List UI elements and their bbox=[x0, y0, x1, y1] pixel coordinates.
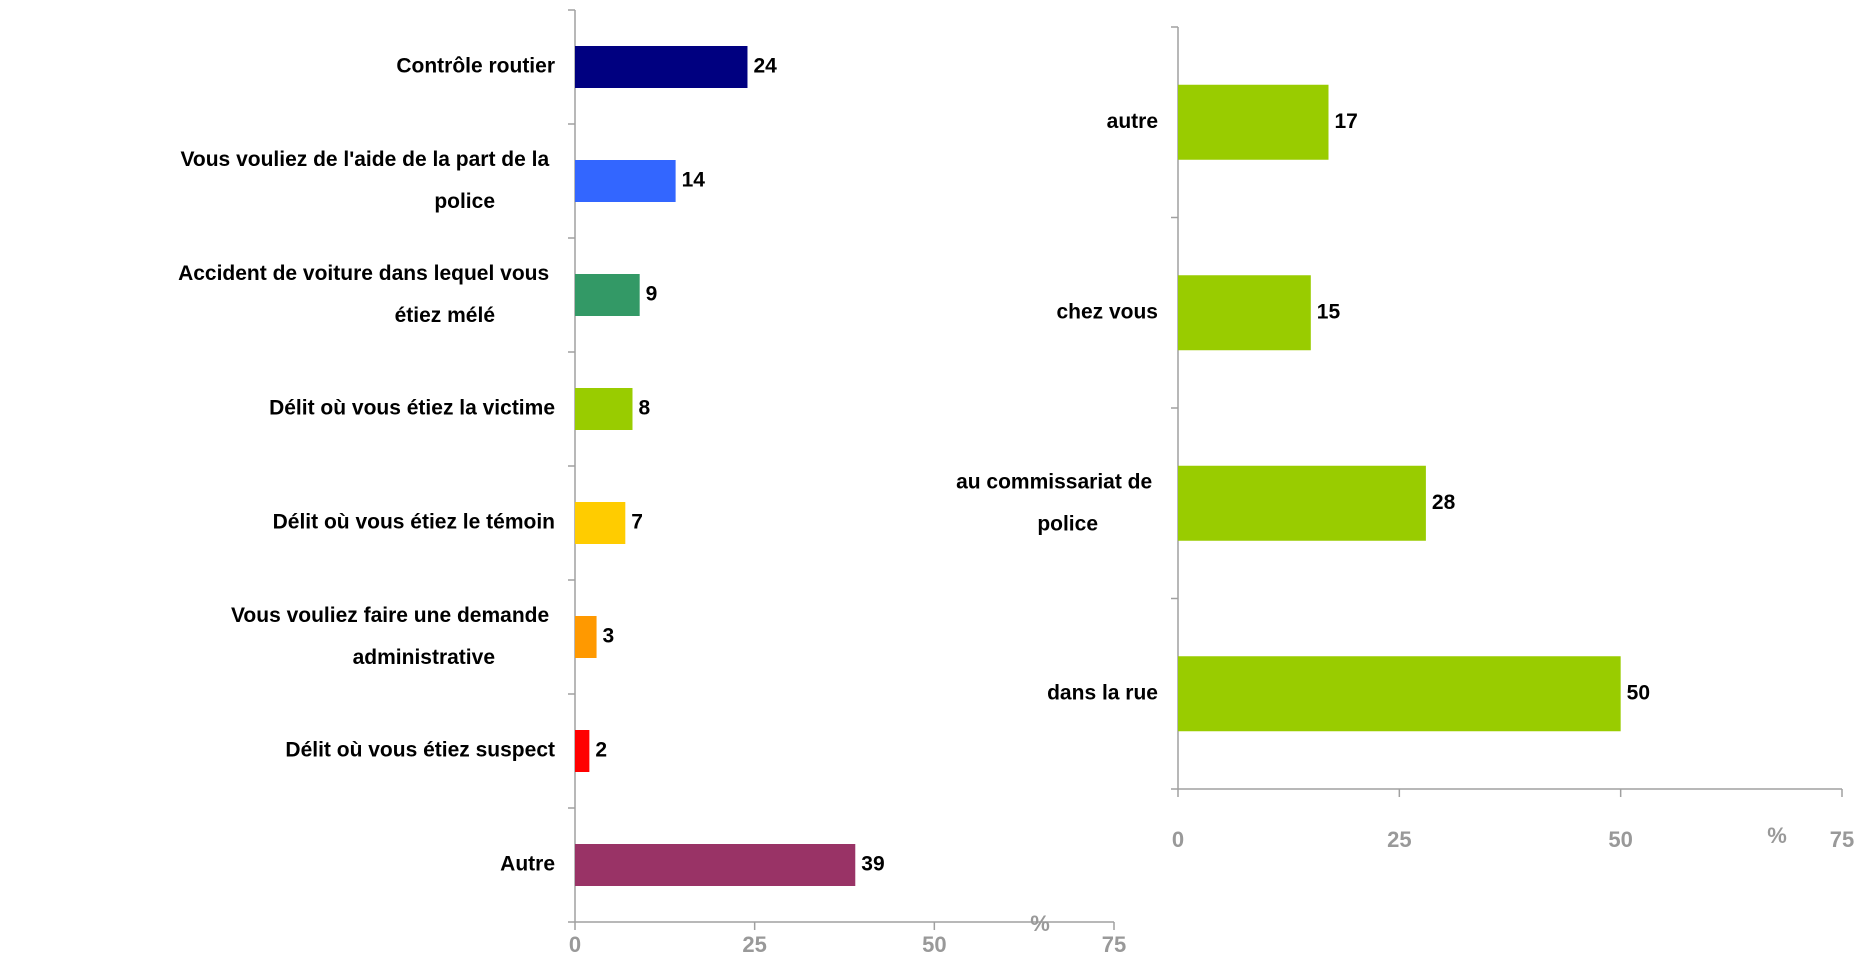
bar bbox=[575, 274, 640, 316]
bar bbox=[575, 388, 633, 430]
x-tick-label: 75 bbox=[1830, 827, 1854, 852]
bar bbox=[575, 46, 748, 88]
x-tick-label: 25 bbox=[1387, 827, 1411, 852]
bar bbox=[1178, 84, 1329, 160]
bar bbox=[575, 730, 590, 772]
bar bbox=[575, 502, 626, 544]
value-label: 39 bbox=[861, 853, 884, 876]
category-label: Vous vouliez de l'aide de la part de la … bbox=[180, 148, 555, 213]
x-tick-label: 50 bbox=[922, 932, 946, 957]
value-label: 28 bbox=[1432, 491, 1456, 514]
bar bbox=[1178, 656, 1621, 732]
category-label: autre bbox=[1107, 110, 1158, 133]
value-label: 7 bbox=[631, 511, 643, 534]
value-label: 15 bbox=[1317, 300, 1341, 323]
bar bbox=[575, 844, 856, 886]
x-axis-label: % bbox=[1767, 823, 1787, 848]
category-label: dans la rue bbox=[1047, 681, 1158, 704]
x-tick-label: 50 bbox=[1608, 827, 1632, 852]
category-label: Délit où vous étiez suspect bbox=[285, 739, 555, 762]
x-tick-label: 0 bbox=[1172, 827, 1184, 852]
value-label: 24 bbox=[753, 55, 777, 78]
category-label: Vous vouliez faire une demande administr… bbox=[231, 604, 555, 669]
category-label: Contrôle routier bbox=[396, 55, 555, 78]
x-axis-label: % bbox=[1030, 911, 1050, 936]
bar bbox=[575, 160, 676, 202]
x-tick-label: 75 bbox=[1102, 932, 1126, 957]
value-label: 50 bbox=[1627, 681, 1650, 704]
category-label: Autre bbox=[500, 853, 555, 876]
category-label: Accident de voiture dans lequel vous éti… bbox=[178, 262, 555, 327]
bar bbox=[1178, 465, 1426, 541]
category-label: Délit où vous étiez le témoin bbox=[273, 511, 555, 534]
category-label: au commissariat de police bbox=[956, 470, 1158, 535]
value-label: 8 bbox=[638, 397, 650, 420]
x-tick-label: 0 bbox=[569, 932, 581, 957]
x-tick-label: 25 bbox=[742, 932, 766, 957]
bar bbox=[575, 616, 597, 658]
value-label: 2 bbox=[595, 739, 607, 762]
category-label: Délit où vous étiez la victime bbox=[269, 397, 555, 420]
value-label: 9 bbox=[646, 283, 658, 306]
value-label: 17 bbox=[1335, 110, 1358, 133]
category-label: chez vous bbox=[1056, 300, 1158, 323]
bar bbox=[1178, 275, 1311, 351]
value-label: 3 bbox=[603, 625, 615, 648]
value-label: 14 bbox=[682, 169, 706, 192]
